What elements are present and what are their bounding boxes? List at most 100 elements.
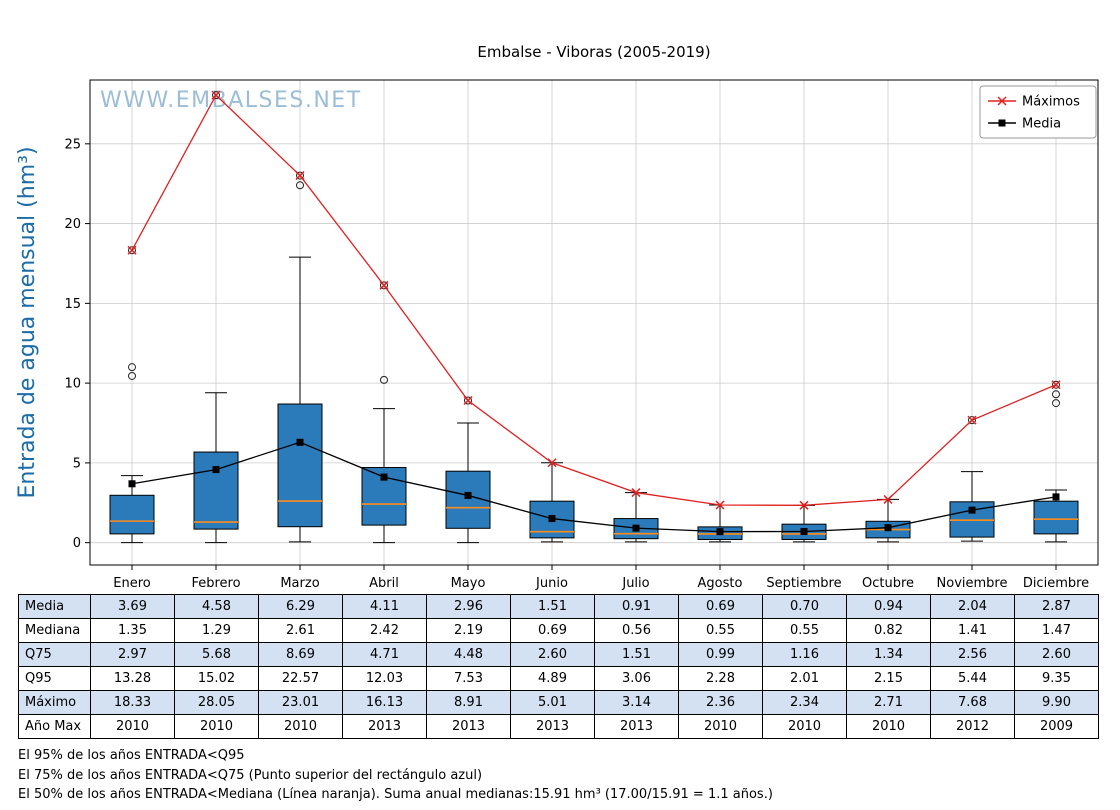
table-cell: 0.55: [678, 618, 763, 643]
table-cell: 7.68: [930, 690, 1015, 715]
table-cell: 5.44: [930, 666, 1015, 691]
y-tick-label: 15: [64, 297, 81, 312]
table-cell: 9.35: [1014, 666, 1099, 691]
table-cell: 0.69: [678, 594, 763, 619]
x-tick-label: Diciembre: [1023, 576, 1089, 591]
table-row: Máximo 18.33 28.05 23.01 16.13 8.91 5.01 3.14 2.…: [18, 690, 1099, 715]
row-label: Q75: [18, 642, 91, 667]
table-cell: 2010: [846, 714, 931, 739]
marker-square: [800, 527, 808, 535]
table-cell: 6.29: [258, 594, 343, 619]
table-cell: 2013: [342, 714, 427, 739]
table-row: Media 3.69 4.58 6.29 4.11 2.96 1.51 0.91 0.69 0.7…: [18, 594, 1099, 619]
x-tick-label: Septiembre: [766, 576, 841, 591]
marker-x: [967, 415, 977, 425]
table-cell: 1.35: [90, 618, 175, 643]
x-tick-label: Mayo: [451, 576, 486, 591]
plot-background: [90, 80, 1098, 565]
row-label: Máximo: [18, 690, 91, 715]
x-tick-label: Febrero: [191, 576, 240, 591]
table-cell: 2012: [930, 714, 1015, 739]
footnote-q95: El 95% de los años ENTRADA<Q95: [18, 748, 245, 763]
table-cell: 15.02: [174, 666, 259, 691]
table-cell: 2.60: [510, 642, 595, 667]
x-tick-label: Agosto: [698, 576, 743, 591]
marker-square: [464, 491, 472, 499]
table-cell: 1.51: [594, 642, 679, 667]
legend-label: Media: [1022, 117, 1061, 132]
marker-x: [295, 171, 305, 181]
chart-title: Embalse - Viboras (2005-2019): [477, 43, 710, 61]
table-row: Mediana 1.35 1.29 2.61 2.42 2.19 0.69 0.56 0.55 0…: [18, 618, 1099, 643]
y-tick-label: 10: [64, 377, 81, 392]
marker-x: [1051, 380, 1061, 390]
row-label: Media: [18, 594, 91, 619]
outlier-point: [128, 246, 136, 255]
marker-x: [883, 494, 893, 504]
table-cell: 2010: [762, 714, 847, 739]
y-tick-label: 0: [73, 536, 81, 551]
plot-border: [89, 79, 1099, 566]
table-cell: 2.71: [846, 690, 931, 715]
table-cell: 28.05: [174, 690, 259, 715]
table-cell: 0.55: [762, 618, 847, 643]
marker-x: [127, 245, 137, 255]
marker-square: [968, 506, 976, 514]
table-cell: 2010: [90, 714, 175, 739]
table-row: Año Max 2010 2010 2010 2013 2013 2013 2013 2010 2…: [18, 714, 1099, 739]
table-cell: 12.03: [342, 666, 427, 691]
row-label: Año Max: [18, 714, 91, 739]
table-cell: 2.87: [1014, 594, 1099, 619]
box-enero: [109, 494, 155, 535]
marker-square: [548, 515, 556, 523]
table-cell: 2.34: [762, 690, 847, 715]
table-cell: 2.61: [258, 618, 343, 643]
marker-square: [212, 466, 220, 474]
x-tick-label: Junio: [535, 576, 568, 591]
table-cell: 2013: [510, 714, 595, 739]
marker-square: [1052, 493, 1060, 501]
table-cell: 8.69: [258, 642, 343, 667]
outlier-point: [464, 396, 472, 405]
legend-box: [979, 85, 1097, 139]
outlier-point: [968, 416, 976, 425]
x-tick-label: Enero: [113, 576, 151, 591]
table-cell: 22.57: [258, 666, 343, 691]
table-cell: 5.68: [174, 642, 259, 667]
legend-marker-square: [998, 119, 1006, 127]
table-cell: 2013: [594, 714, 679, 739]
outlier-point: [296, 171, 304, 180]
marker-square: [884, 524, 892, 532]
table-cell: 4.89: [510, 666, 595, 691]
outlier-point: [1052, 399, 1060, 408]
x-tick-label: Abril: [369, 576, 399, 591]
marker-x: [463, 395, 473, 406]
marker-x: [715, 500, 725, 510]
table-cell: 2.04: [930, 594, 1015, 619]
table-cell: 4.11: [342, 594, 427, 619]
table-cell: 0.70: [762, 594, 847, 619]
footnote-q75: El 75% de los años ENTRADA<Q75 (Punto su…: [18, 767, 483, 783]
table-cell: 2.36: [678, 690, 763, 715]
table-cell: 0.99: [678, 642, 763, 667]
footnotes: El 95% de los años ENTRADA<Q95 El 75% de…: [18, 746, 1120, 805]
table-cell: 0.69: [510, 618, 595, 643]
marker-x: [547, 458, 557, 468]
table-cell: 2.15: [846, 666, 931, 691]
table-cell: 2010: [174, 714, 259, 739]
table-cell: 1.16: [762, 642, 847, 667]
table-cell: 8.91: [426, 690, 511, 715]
table-cell: 2010: [258, 714, 343, 739]
table-cell: 2010: [678, 714, 763, 739]
table-cell: 4.48: [426, 642, 511, 667]
table-cell: 13.28: [90, 666, 175, 691]
table-cell: 4.71: [342, 642, 427, 667]
outlier-point: [212, 91, 220, 100]
stats-table: Media 3.69 4.58 6.29 4.11 2.96 1.51 0.91 0.69 0.7…: [18, 594, 1099, 739]
table-cell: 9.90: [1014, 690, 1099, 715]
marker-x: [211, 90, 221, 100]
table-cell: 4.58: [174, 594, 259, 619]
table-cell: 16.13: [342, 690, 427, 715]
series-line-media: [131, 441, 1057, 533]
